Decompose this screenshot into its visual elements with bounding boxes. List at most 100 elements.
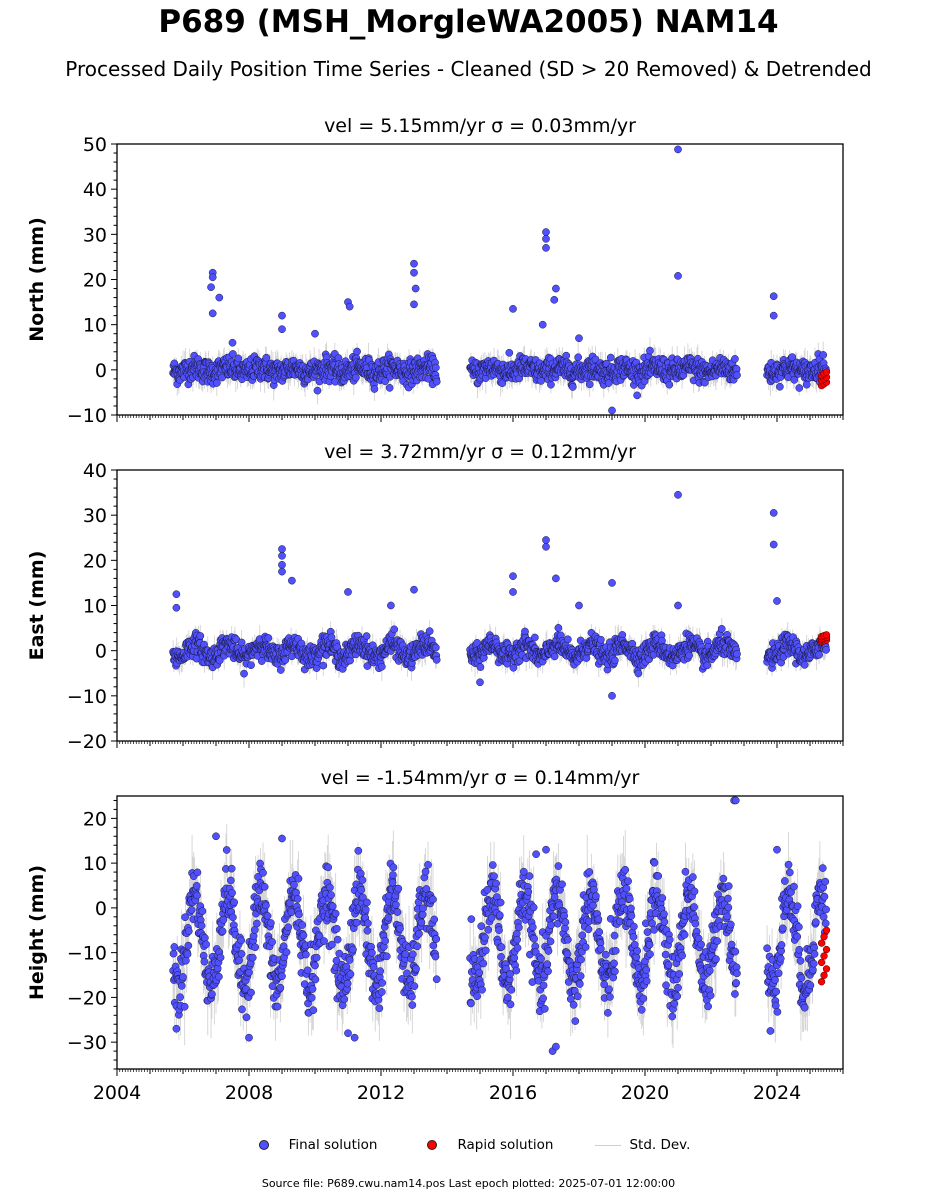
final-point <box>432 643 440 652</box>
final-point <box>646 346 654 355</box>
panel-title: vel = 3.72mm/yr σ = 0.12mm/yr <box>324 441 636 463</box>
final-point <box>717 624 726 633</box>
final-point <box>351 373 360 382</box>
final-point <box>370 385 379 393</box>
rapid-solution-points <box>817 368 831 390</box>
final-point <box>574 353 583 362</box>
final-point <box>700 378 709 387</box>
final-point <box>585 380 594 389</box>
final-point <box>547 380 555 389</box>
y-tick-label: −20 <box>67 731 107 753</box>
final-point <box>633 391 642 400</box>
final-point <box>278 551 286 560</box>
final-point <box>550 295 559 304</box>
final-point <box>773 597 781 605</box>
final-point <box>247 661 255 670</box>
final-point <box>790 376 799 384</box>
final-point <box>410 259 418 268</box>
final-point <box>562 351 571 360</box>
final-point <box>733 650 741 658</box>
final-point <box>215 293 224 302</box>
final-point <box>564 635 572 644</box>
final-point <box>800 661 809 669</box>
final-point <box>313 386 322 395</box>
y-axis-label: East (mm) <box>26 551 48 661</box>
panel-1: −10 0 10 20 30 40 50 vel = 5.15mm/yr σ = 0.03mm… <box>26 115 844 427</box>
final-point <box>208 309 217 318</box>
final-point <box>554 624 563 632</box>
final-point <box>288 576 296 585</box>
final-point <box>498 379 507 388</box>
y-tick-label: 10 <box>83 596 107 618</box>
final-point <box>552 574 560 583</box>
final-point <box>733 371 741 380</box>
final-point <box>505 348 514 357</box>
final-point <box>476 678 484 687</box>
y-tick-label: 30 <box>83 505 107 527</box>
final-point <box>172 603 181 612</box>
final-point <box>542 235 550 243</box>
final-point <box>776 382 784 391</box>
final-point <box>819 351 828 359</box>
final-point <box>606 353 615 362</box>
final-point <box>476 663 485 671</box>
final-point <box>425 627 434 636</box>
final-point <box>597 635 605 644</box>
y-axis-label: North (mm) <box>26 217 48 342</box>
y-tick-label: 40 <box>83 460 107 482</box>
final-point <box>788 353 797 361</box>
y-tick-label: 30 <box>83 224 107 246</box>
final-point <box>240 669 248 678</box>
final-point <box>212 379 221 387</box>
final-point <box>385 383 394 392</box>
final-point <box>381 377 389 386</box>
final-point <box>262 353 271 362</box>
final-point <box>362 632 371 640</box>
final-point <box>509 588 517 596</box>
final-point <box>538 320 547 329</box>
final-point <box>674 490 682 499</box>
final-point <box>674 272 682 280</box>
final-point <box>674 145 682 154</box>
final-point <box>234 354 243 363</box>
final-point <box>731 355 739 363</box>
final-point <box>278 561 286 569</box>
final-point <box>196 632 205 640</box>
final-point <box>665 380 674 389</box>
final-point <box>377 662 386 671</box>
final-point <box>432 656 441 664</box>
y-tick-label: −10 <box>67 405 107 427</box>
final-point <box>311 329 319 338</box>
chart-subtitle: Processed Daily Position Time Series - C… <box>65 57 872 81</box>
final-point <box>353 347 361 356</box>
panel-2: −20 −10 0 10 20 30 40 vel = 3.72mm/yr σ = 0.12m… <box>26 441 844 753</box>
final-point <box>344 588 352 596</box>
final-point <box>608 406 616 415</box>
final-point <box>432 363 440 372</box>
final-point <box>703 661 712 670</box>
final-point <box>281 656 290 664</box>
final-point <box>312 664 321 672</box>
plot-area <box>169 145 831 415</box>
final-point <box>473 639 481 647</box>
final-point <box>802 380 811 389</box>
final-point <box>278 567 286 576</box>
final-point <box>542 228 550 236</box>
final-point <box>769 540 778 549</box>
final-solution-points <box>169 490 830 700</box>
final-point <box>531 633 539 642</box>
final-point <box>264 634 273 642</box>
final-point <box>172 590 181 599</box>
final-point <box>815 650 823 659</box>
final-point <box>345 302 354 311</box>
final-point <box>208 273 217 282</box>
final-point <box>542 244 550 252</box>
final-point <box>410 300 418 309</box>
rapid-point <box>822 631 831 639</box>
rapid-solution-points <box>817 631 831 646</box>
final-point <box>568 383 577 391</box>
y-tick-label: 10 <box>83 315 107 337</box>
final-point <box>674 601 682 610</box>
